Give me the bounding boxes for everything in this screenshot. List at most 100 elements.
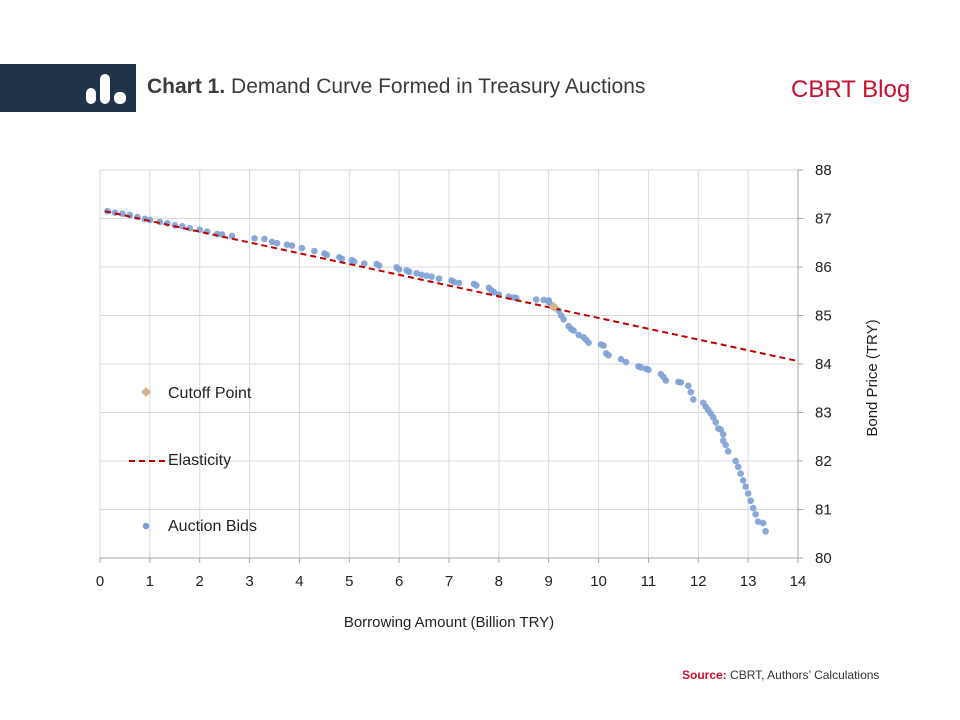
y-tick-label: 87	[815, 211, 832, 228]
auction-bid-point	[450, 278, 458, 286]
auction-bid-point	[428, 273, 435, 281]
y-tick-label: 81	[815, 502, 832, 519]
legend-label: Auction Bids	[168, 518, 257, 535]
y-tick-label: 84	[815, 356, 832, 373]
x-tick-label: 6	[395, 573, 403, 590]
auction-bid-point	[709, 414, 717, 421]
x-tick-label: 1	[146, 573, 154, 590]
brand-name: CBRT Blog	[791, 76, 911, 103]
source-label: Source:	[682, 668, 727, 682]
y-tick-label: 85	[815, 308, 832, 325]
auction-bid-point	[350, 258, 358, 265]
auction-bid-point	[435, 275, 443, 282]
auction-bid-point	[685, 382, 692, 390]
x-tick-label: 3	[245, 573, 253, 590]
x-tick-label: 13	[740, 573, 757, 590]
auction-bid-point	[690, 396, 697, 403]
x-tick-label: 9	[545, 573, 553, 590]
chart-title: Chart 1. Demand Curve Formed in Treasury…	[147, 75, 645, 99]
chart-number: Chart 1.	[147, 75, 226, 98]
auction-bid-point	[261, 235, 268, 243]
x-tick-label: 4	[295, 573, 303, 590]
auction-bid-point	[742, 483, 749, 491]
auction-bid-point	[637, 364, 645, 371]
auction-bid-point	[747, 497, 754, 505]
auction-bid-point	[360, 260, 368, 267]
x-tick-label: 5	[345, 573, 353, 590]
auction-bid-point	[662, 377, 670, 384]
auction-bid-point	[405, 268, 413, 276]
auction-bid-point	[570, 327, 577, 334]
x-tick-label: 8	[495, 573, 503, 590]
auction-bid-point	[717, 426, 725, 433]
auction-bid-point	[395, 266, 403, 273]
auction-bid-point	[739, 477, 747, 484]
auction-bid-point	[473, 282, 480, 289]
auction-bid-point	[645, 366, 652, 374]
elasticity-line	[104, 210, 799, 363]
auction-bid-point	[744, 490, 752, 497]
legend-bids-marker	[142, 522, 150, 530]
auction-bid-point	[754, 518, 762, 525]
auction-bid-point	[605, 351, 612, 359]
auction-bid-point	[737, 470, 744, 477]
auction-bid-point	[732, 457, 739, 465]
auction-bid-point	[600, 342, 607, 349]
x-axis-label: Borrowing Amount (Billion TRY)	[344, 614, 554, 631]
legend-label: Cutoff Point	[168, 385, 252, 402]
auction-bid-point	[413, 270, 420, 277]
chart-title-text: Demand Curve Formed in Treasury Auctions	[231, 75, 646, 98]
bar-chart-icon	[86, 74, 126, 104]
auction-bid-point	[323, 251, 331, 259]
legend-cutoff-marker	[141, 387, 151, 397]
auction-bid-point	[677, 379, 685, 386]
header-band	[0, 64, 136, 112]
auction-bid-point	[455, 279, 463, 287]
auction-bid-point	[540, 296, 548, 304]
auction-bid-point	[251, 235, 258, 242]
y-tick-label: 83	[815, 405, 832, 422]
x-tick-label: 10	[590, 573, 607, 590]
auction-bid-point	[560, 316, 567, 323]
auction-bid-point	[759, 519, 767, 527]
auction-bid-point	[273, 239, 281, 247]
auction-bid-point	[288, 242, 296, 249]
x-tick-label: 0	[96, 573, 104, 590]
auction-bid-point	[423, 272, 430, 280]
chart-legend: Cutoff Point Elasticity Auction Bids	[129, 385, 257, 535]
auction-bid-point	[490, 288, 498, 296]
chart-series	[104, 207, 799, 535]
auction-bid-point	[724, 448, 732, 455]
y-tick-label: 82	[815, 453, 832, 470]
x-tick-label: 14	[790, 573, 807, 590]
auction-bid-point	[749, 504, 757, 512]
auction-bid-point	[268, 238, 276, 246]
auction-bid-point	[418, 271, 425, 279]
auction-bid-point	[712, 418, 720, 426]
cutoff-point-marker	[548, 301, 559, 312]
legend-label: Elasticity	[168, 452, 231, 469]
chart-grid	[99, 169, 799, 559]
auction-bid-point	[622, 358, 630, 366]
auction-bid-point	[617, 355, 625, 363]
auction-bid-point	[687, 388, 695, 396]
x-tick-label: 2	[196, 573, 204, 590]
auction-bid-point	[752, 511, 759, 518]
auction-bid-point	[722, 441, 730, 449]
y-tick-label: 88	[815, 162, 832, 179]
y-tick-label: 86	[815, 259, 832, 276]
source-note: Source: CBRT, Authors’ Calculations	[682, 668, 879, 682]
auction-bid-point	[311, 247, 318, 255]
auction-bid-point	[338, 255, 346, 263]
auction-bid-point	[719, 431, 727, 438]
x-tick-label: 12	[690, 573, 707, 590]
y-tick-label: 80	[815, 550, 832, 567]
source-text: CBRT, Authors’ Calculations	[730, 668, 880, 682]
x-tick-label: 11	[641, 573, 657, 590]
x-tick-label: 7	[445, 573, 453, 590]
auction-bid-point	[283, 241, 291, 248]
auction-bid-point	[585, 339, 592, 346]
y-axis-label: Bond Price (TRY)	[864, 319, 881, 436]
